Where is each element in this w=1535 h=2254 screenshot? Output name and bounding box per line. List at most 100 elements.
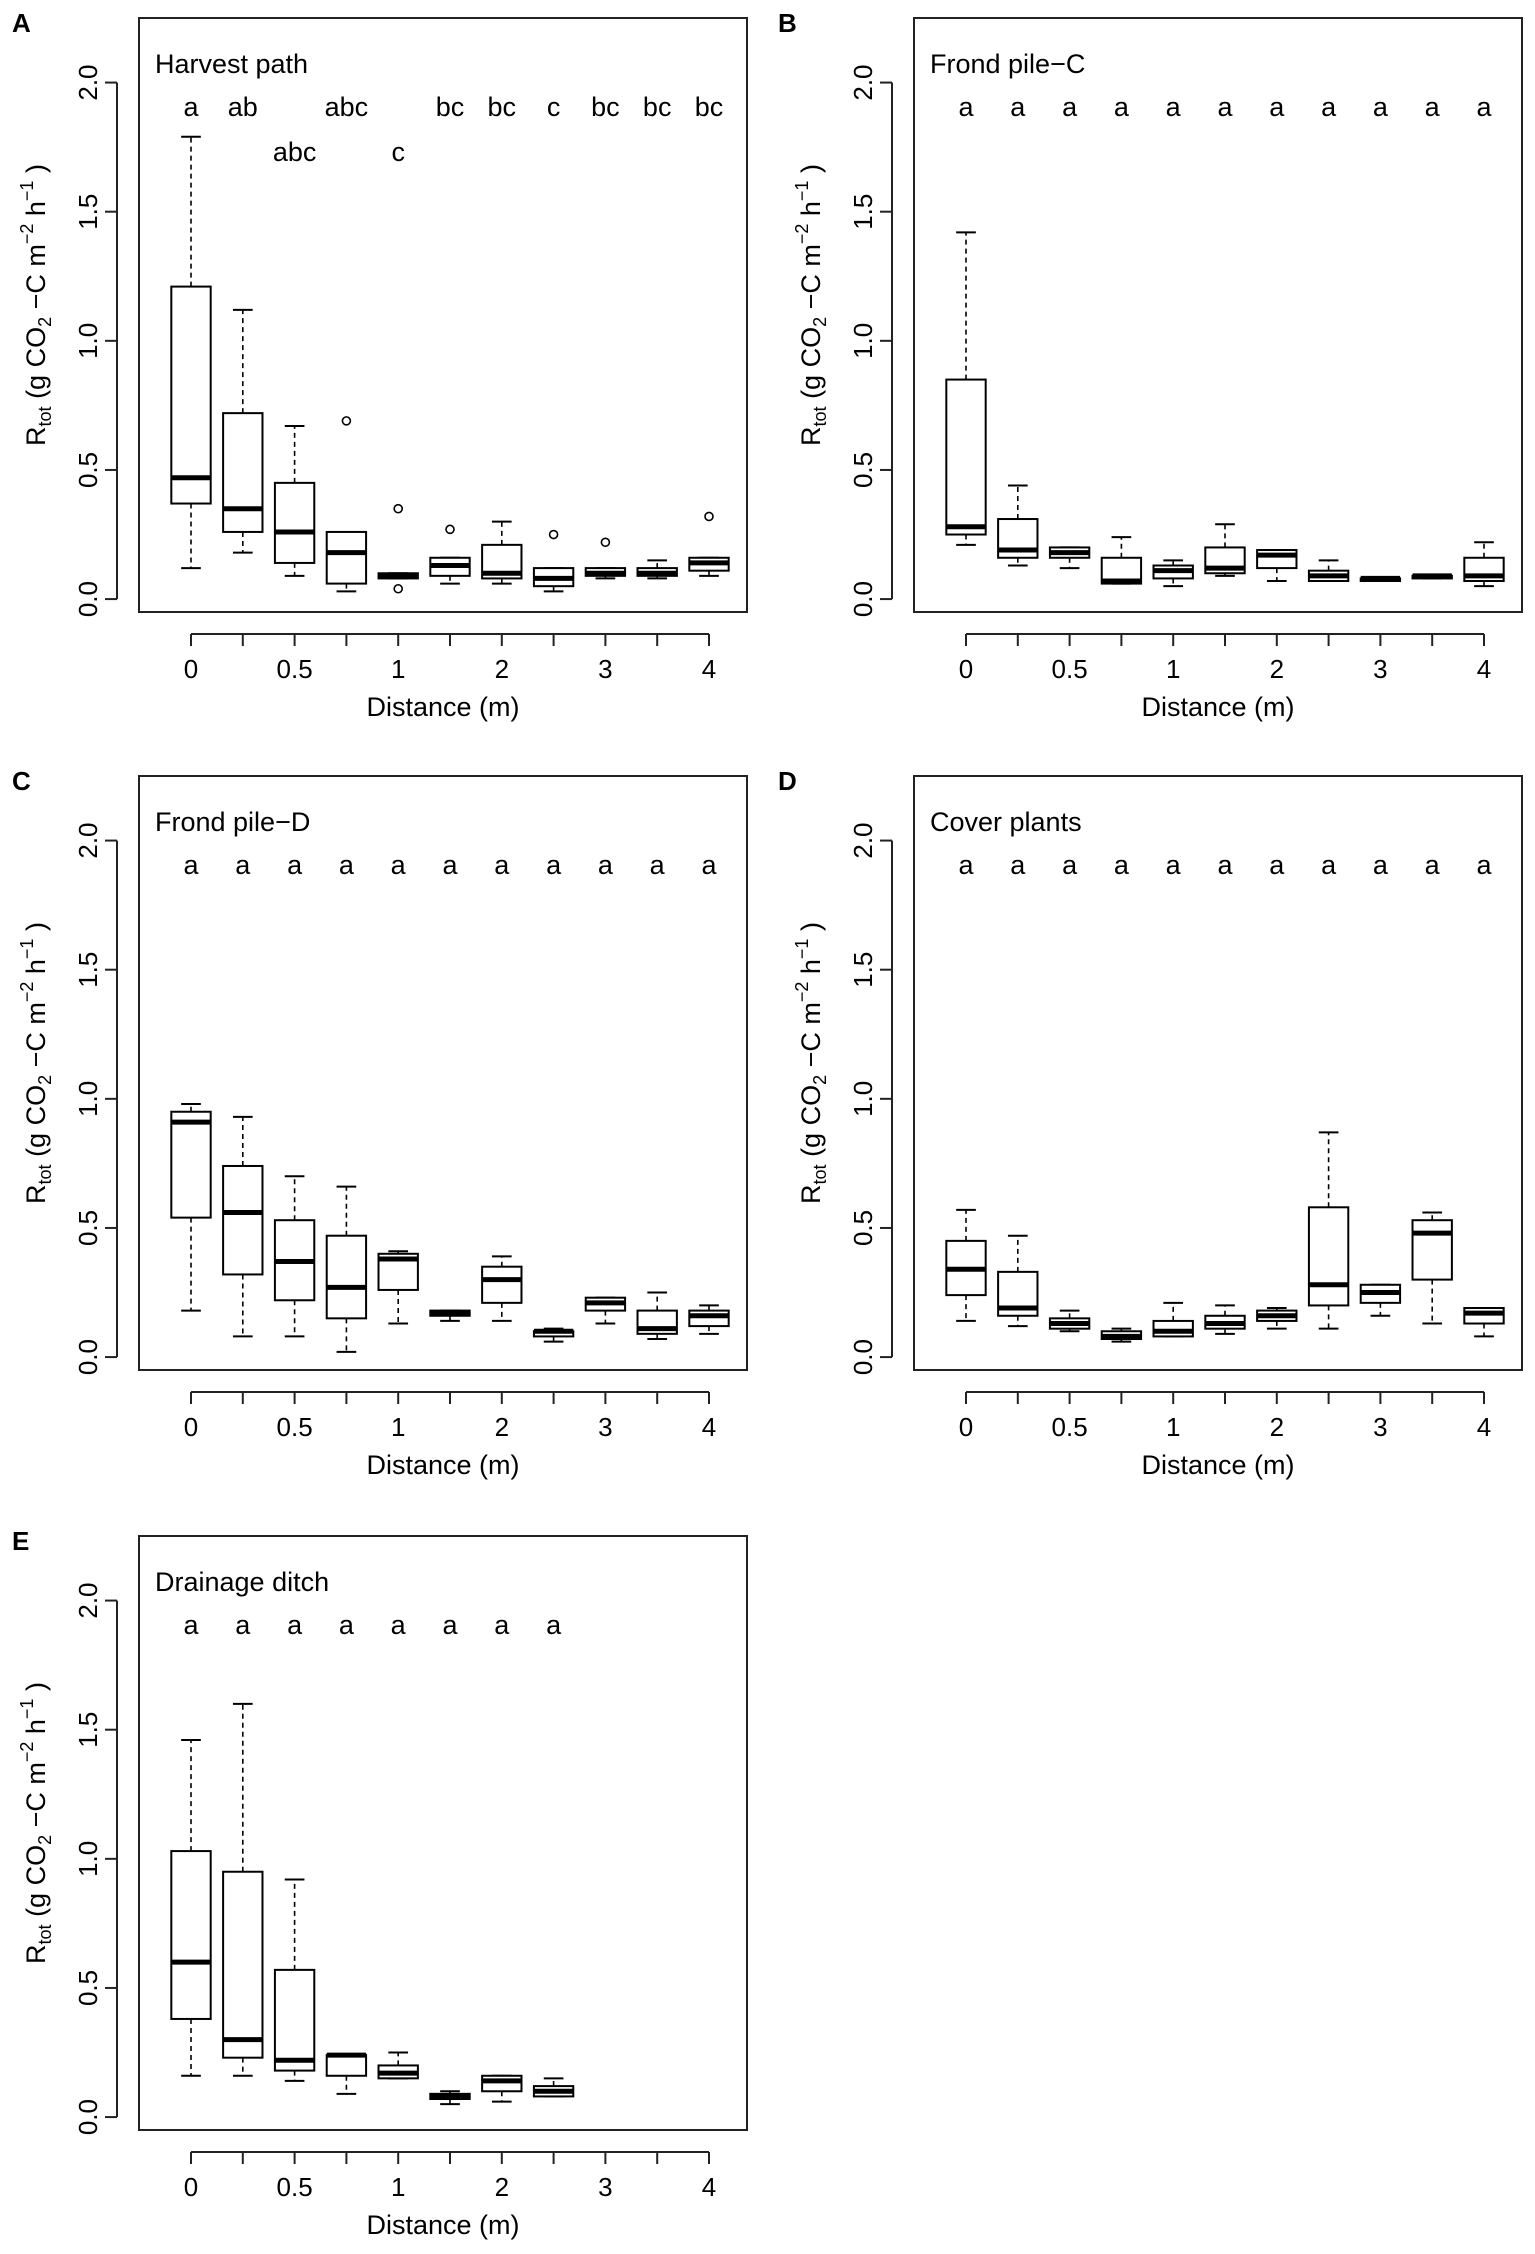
x-tick-label: 1 [391,2172,405,2202]
box-iqr [945,378,987,536]
panel-title: Drainage ditch [155,1567,329,1597]
box-9 [1411,573,1453,580]
box-iqr [325,2054,368,2077]
box-1 [222,1702,264,2077]
plot-frame [913,775,1523,1371]
x-tick-label: 2 [495,654,509,684]
x-axis-label: Distance (m) [366,692,519,722]
panel-b: B Frond pile−C 0.0 0.5 1.0 1.5 2.0 Rtot (g CO2 … [778,8,1523,722]
box-3 [325,1185,368,1353]
significance-letter: bc [695,92,724,122]
outlier-point [548,529,559,540]
box-5 [429,1309,471,1322]
x-tick-label: 4 [1477,654,1491,684]
box-6 [481,520,523,585]
significance-letter: a [1062,850,1078,880]
significance-letter: a [183,850,199,880]
box-2 [273,1175,316,1338]
box-6 [1256,549,1298,583]
box-7 [532,2077,575,2098]
box-1 [222,308,264,554]
outlier-point [704,511,714,522]
significance-letter: a [598,850,614,880]
significance-letter: a [1217,850,1233,880]
panel-letter: C [12,766,31,796]
significance-letter: a [183,92,199,122]
significance-letter: a [1166,850,1182,880]
significance-letter: bc [591,92,620,122]
x-tick-label: 2 [1270,654,1284,684]
significance-letter: c [547,92,561,122]
box-iqr [1463,1307,1505,1325]
box-iqr [222,412,264,533]
panel-title: Frond pile−D [155,807,310,837]
x-tick-label: 3 [1373,1412,1387,1442]
significance-letter: c [391,137,405,167]
box-2 [1048,1309,1091,1333]
box-8 [1359,1283,1402,1317]
x-tick-label: 4 [702,654,716,684]
significance-letter: a [650,850,666,880]
y-tick-label: 0.0 [848,581,878,617]
significance-letter: a [1114,850,1130,880]
significance-letter: a [442,1610,458,1640]
box-iqr [170,1110,212,1219]
box-0 [170,1739,212,2077]
x-tick-label: 0 [184,654,198,684]
significance-letter: a [1269,92,1285,122]
x-axis-label: Distance (m) [366,2210,519,2240]
box-4 [1152,1301,1194,1338]
x-tick-label: 2 [495,2172,509,2202]
significance-letter: a [1476,92,1492,122]
significance-letter: abc [325,92,369,122]
y-tick-label: 0.5 [848,452,878,488]
panel-c: C Frond pile−D 0.0 0.5 1.0 1.5 2.0 Rtot (g CO2 … [12,766,748,1480]
x-tick-label: 1 [391,654,405,684]
y-tick-label: 0.0 [848,1339,878,1375]
box-3 [325,2052,368,2095]
x-axis-label: Distance (m) [1141,692,1294,722]
box-iqr [325,1234,368,1320]
significance-letter: a [494,850,510,880]
box-10 [1463,541,1505,588]
box-iqr [481,2074,523,2093]
x-tick-label: 3 [598,2172,612,2202]
box-4 [377,503,419,594]
x-tick-label: 0 [184,1412,198,1442]
significance-letter: a [1476,850,1492,880]
outlier-point [393,583,404,594]
box-9 [636,559,678,580]
y-tick-label: 0.5 [73,1970,103,2006]
box-5 [1204,1304,1246,1335]
significance-letter: a [546,850,562,880]
x-tick-label: 0 [959,1412,973,1442]
x-tick-label: 2 [1270,1412,1284,1442]
box-6 [481,1255,523,1322]
y-tick-label: 2.0 [73,1582,103,1618]
y-axis-label: Rtot (g CO2 −C m−2 h−1 ) [17,164,55,446]
outlier-point [445,524,455,535]
box-3 [325,416,368,593]
x-tick-label: 0.5 [1052,1412,1088,1442]
box-iqr [1152,1319,1194,1338]
panel-letter: A [12,8,31,38]
x-axis-label: Distance (m) [1141,1450,1294,1480]
y-tick-label: 0.0 [73,2099,103,2135]
panel-d: D Cover plants 0.0 0.5 1.0 1.5 2.0 Rtot (g CO2 … [778,766,1523,1480]
significance-letter: a [287,1610,303,1640]
y-axis-label: Rtot (g CO2 −C m−2 h−1 ) [792,922,830,1204]
x-tick-label: 4 [1477,1412,1491,1442]
box-10 [688,1304,730,1335]
box-0 [170,1102,212,1312]
y-axis-label: Rtot (g CO2 −C m−2 h−1 ) [17,922,55,1204]
significance-letter: a [1269,850,1285,880]
y-tick-label: 2.0 [848,822,878,858]
y-tick-label: 1.0 [848,323,878,359]
outlier-point [393,503,404,514]
box-5 [1204,523,1246,577]
x-tick-label: 2 [495,1412,509,1442]
significance-letter: a [287,850,303,880]
panel-letter: B [778,8,797,38]
significance-letter: a [235,1610,251,1640]
